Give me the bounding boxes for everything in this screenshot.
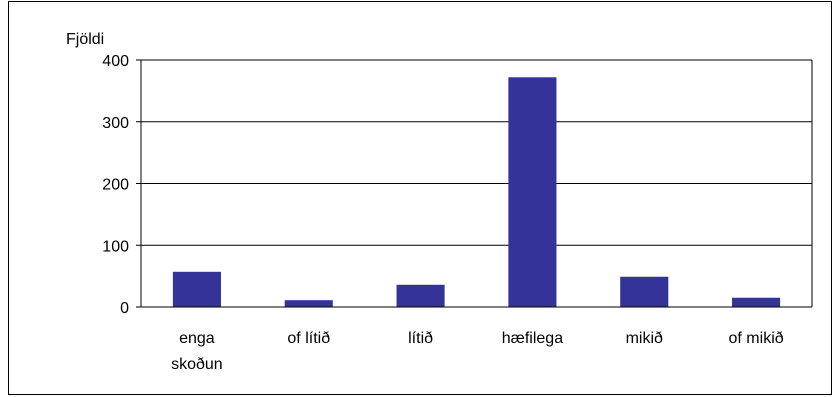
y-tick-label-200: 200	[102, 177, 129, 194]
y-tick-label-400: 400	[102, 53, 129, 70]
bars	[172, 77, 781, 307]
x-tick-label-2: lítið	[408, 330, 433, 347]
gridlines	[141, 59, 812, 246]
bar-1	[284, 300, 333, 307]
x-tick-label-0-line1: skoðun	[171, 356, 223, 373]
bar-4	[620, 276, 669, 307]
y-tick-label-100: 100	[102, 238, 129, 255]
chart-frame	[8, 1, 832, 395]
y-tick-label-300: 300	[102, 115, 129, 132]
x-tick-label-3: hæfilega	[502, 330, 563, 347]
axes	[136, 59, 813, 308]
x-tick-label-4: mikið	[626, 330, 663, 347]
x-tick-label-5: of mikið	[729, 330, 784, 347]
x-tick-labels: enga skoðun of lítið lítið hæfilega mikið of m…	[171, 330, 784, 373]
bar-0	[172, 271, 221, 307]
y-tick-labels: 0 100 200 300 400	[102, 53, 129, 317]
x-tick-label-1: of lítið	[287, 330, 330, 347]
y-axis-label: Fjöldi	[66, 31, 104, 48]
bar-5	[732, 297, 781, 307]
x-tick-label-0-line0: enga	[179, 330, 215, 347]
y-tick-label-0: 0	[120, 300, 129, 317]
bar-2	[396, 284, 445, 307]
bar-3	[508, 77, 557, 307]
